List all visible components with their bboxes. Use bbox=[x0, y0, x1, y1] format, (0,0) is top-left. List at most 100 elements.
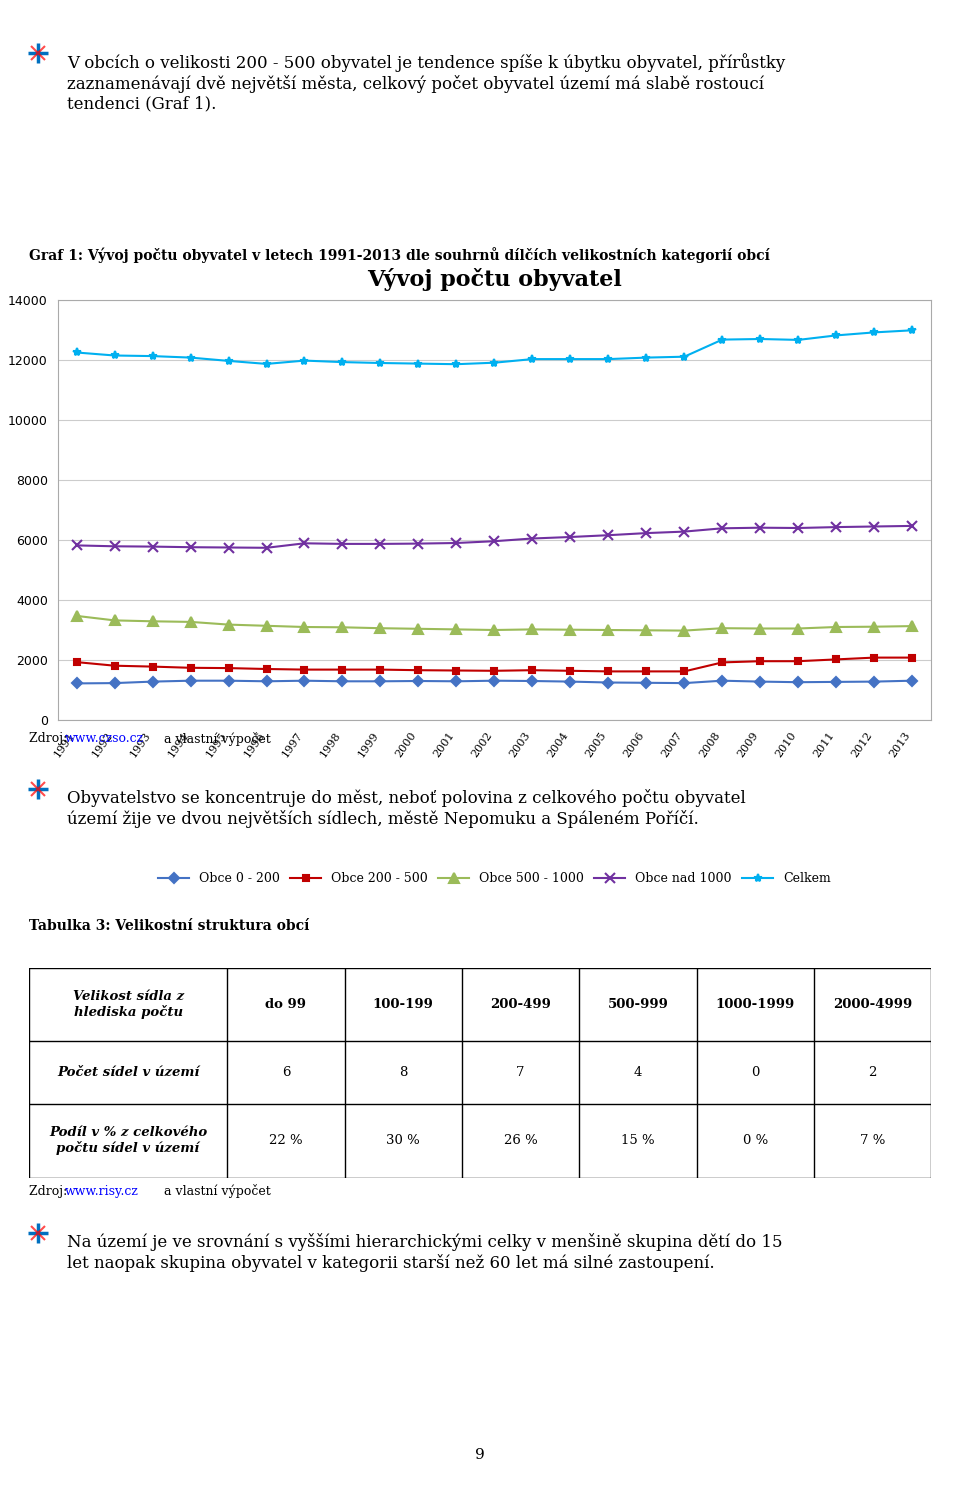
Obce 500 - 1000 bbox=[108, 612, 120, 630]
Text: Obyvatelstvo se koncentruje do měst, neboť polovina z celkového počtu obyvatel
ú: Obyvatelstvo se koncentruje do měst, neb… bbox=[67, 789, 746, 828]
Obce nad 1000 bbox=[755, 519, 766, 537]
Text: 22 %: 22 % bbox=[269, 1134, 302, 1148]
Obce nad 1000 bbox=[450, 534, 462, 552]
Obce nad 1000 bbox=[603, 526, 614, 544]
Obce 200 - 500 bbox=[299, 660, 310, 678]
Obce 200 - 500 bbox=[830, 651, 842, 669]
Text: Na území je ve srovnání s vyššími hierarchickými celky v menšině skupina dětí do: Na území je ve srovnání s vyššími hierar… bbox=[67, 1233, 782, 1272]
Obce 200 - 500 bbox=[906, 648, 918, 666]
Obce nad 1000 bbox=[906, 518, 918, 536]
Obce 200 - 500 bbox=[869, 648, 880, 666]
Text: Zdroj:: Zdroj: bbox=[29, 1185, 71, 1197]
Celkem bbox=[640, 348, 652, 366]
Obce 0 - 200 bbox=[108, 674, 120, 692]
Celkem bbox=[564, 350, 576, 368]
Obce 200 - 500 bbox=[527, 662, 539, 680]
Line: Obce 200 - 500: Obce 200 - 500 bbox=[73, 654, 916, 675]
Obce nad 1000 bbox=[793, 519, 804, 537]
Text: do 99: do 99 bbox=[266, 998, 306, 1011]
Text: 1000-1999: 1000-1999 bbox=[715, 998, 795, 1011]
Obce 500 - 1000 bbox=[184, 614, 196, 632]
Celkem bbox=[413, 354, 424, 372]
Obce 200 - 500 bbox=[413, 662, 424, 680]
Text: 7: 7 bbox=[516, 1066, 525, 1078]
Obce 200 - 500 bbox=[716, 654, 728, 672]
Text: www.risy.cz: www.risy.cz bbox=[65, 1185, 139, 1197]
Celkem bbox=[71, 344, 83, 362]
Obce nad 1000 bbox=[337, 536, 348, 554]
Obce nad 1000 bbox=[489, 532, 500, 550]
Obce nad 1000 bbox=[640, 524, 652, 542]
Obce 0 - 200 bbox=[869, 672, 880, 690]
Obce 500 - 1000 bbox=[299, 618, 310, 636]
Obce 200 - 500 bbox=[184, 658, 196, 676]
Celkem bbox=[184, 348, 196, 366]
Celkem bbox=[337, 352, 348, 370]
Obce 0 - 200 bbox=[147, 672, 158, 690]
Obce nad 1000 bbox=[147, 537, 158, 555]
Obce 200 - 500 bbox=[564, 662, 576, 680]
Text: 15 %: 15 % bbox=[621, 1134, 655, 1148]
Obce 500 - 1000 bbox=[830, 618, 842, 636]
Obce nad 1000 bbox=[184, 538, 196, 556]
Obce 500 - 1000 bbox=[223, 615, 234, 633]
Obce nad 1000 bbox=[108, 537, 120, 555]
Text: 7 %: 7 % bbox=[860, 1134, 885, 1148]
Obce 0 - 200 bbox=[527, 672, 539, 690]
Obce 0 - 200 bbox=[299, 672, 310, 690]
Celkem bbox=[108, 346, 120, 364]
Obce 500 - 1000 bbox=[527, 621, 539, 639]
Celkem bbox=[489, 354, 500, 372]
Celkem bbox=[147, 346, 158, 364]
Obce nad 1000 bbox=[71, 537, 83, 555]
Celkem bbox=[299, 351, 310, 369]
Obce 500 - 1000 bbox=[716, 620, 728, 638]
Obce nad 1000 bbox=[299, 534, 310, 552]
Text: 500-999: 500-999 bbox=[608, 998, 668, 1011]
Text: 8: 8 bbox=[399, 1066, 407, 1078]
Obce 500 - 1000 bbox=[793, 620, 804, 638]
Obce 200 - 500 bbox=[261, 660, 273, 678]
Obce 500 - 1000 bbox=[450, 621, 462, 639]
Text: Graf 1: Vývoj počtu obyvatel v letech 1991-2013 dle souhrnů dílčích velikostních: Graf 1: Vývoj počtu obyvatel v letech 19… bbox=[29, 248, 770, 264]
Celkem bbox=[830, 327, 842, 345]
Obce 500 - 1000 bbox=[869, 618, 880, 636]
Obce 0 - 200 bbox=[337, 672, 348, 690]
Obce 200 - 500 bbox=[640, 663, 652, 681]
Text: 6: 6 bbox=[281, 1066, 290, 1078]
Obce 0 - 200 bbox=[413, 672, 424, 690]
Text: 4: 4 bbox=[634, 1066, 642, 1078]
Obce 200 - 500 bbox=[755, 652, 766, 670]
Celkem bbox=[374, 354, 386, 372]
Obce 500 - 1000 bbox=[337, 618, 348, 636]
Obce 0 - 200 bbox=[679, 674, 690, 692]
Text: a vlastní výpočet: a vlastní výpočet bbox=[160, 1184, 271, 1198]
Obce nad 1000 bbox=[527, 530, 539, 548]
Obce 500 - 1000 bbox=[603, 621, 614, 639]
Text: 100-199: 100-199 bbox=[372, 998, 434, 1011]
Celkem bbox=[716, 330, 728, 348]
Obce 500 - 1000 bbox=[755, 620, 766, 638]
Obce 500 - 1000 bbox=[906, 616, 918, 634]
Obce 200 - 500 bbox=[147, 657, 158, 675]
Obce 500 - 1000 bbox=[261, 616, 273, 634]
Obce 0 - 200 bbox=[793, 674, 804, 692]
Obce 200 - 500 bbox=[374, 660, 386, 678]
Text: 9: 9 bbox=[475, 1448, 485, 1462]
Obce 200 - 500 bbox=[679, 663, 690, 681]
Obce 200 - 500 bbox=[223, 658, 234, 676]
Obce 200 - 500 bbox=[603, 663, 614, 681]
Obce 0 - 200 bbox=[374, 672, 386, 690]
Obce 0 - 200 bbox=[184, 672, 196, 690]
Obce 500 - 1000 bbox=[413, 620, 424, 638]
Text: 26 %: 26 % bbox=[504, 1134, 538, 1148]
Obce 500 - 1000 bbox=[640, 621, 652, 639]
Text: 0: 0 bbox=[751, 1066, 759, 1078]
Celkem bbox=[869, 324, 880, 342]
Text: 200-499: 200-499 bbox=[491, 998, 551, 1011]
Line: Celkem: Celkem bbox=[72, 326, 917, 369]
Obce 0 - 200 bbox=[564, 672, 576, 690]
Obce 0 - 200 bbox=[261, 672, 273, 690]
Celkem bbox=[261, 356, 273, 374]
Obce 0 - 200 bbox=[71, 675, 83, 693]
